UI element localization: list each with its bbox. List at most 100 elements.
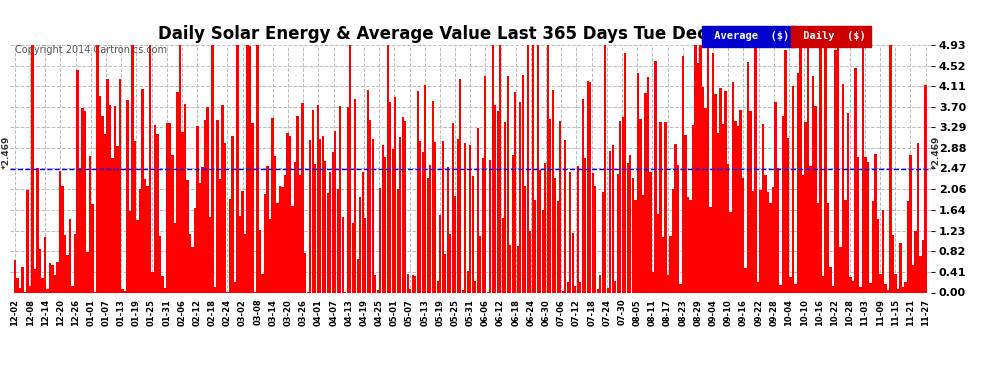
Bar xyxy=(905,282,907,292)
Bar xyxy=(419,141,422,292)
Bar xyxy=(29,286,31,292)
Bar xyxy=(58,171,61,292)
Bar xyxy=(89,156,91,292)
Bar xyxy=(379,188,381,292)
Bar xyxy=(299,175,301,292)
Bar xyxy=(456,139,459,292)
Bar xyxy=(507,76,509,292)
Bar xyxy=(164,288,166,292)
Bar xyxy=(142,89,144,292)
Bar xyxy=(212,45,214,292)
Bar xyxy=(594,186,596,292)
Bar xyxy=(342,217,344,292)
Bar xyxy=(722,124,724,292)
Bar xyxy=(376,290,379,292)
Bar xyxy=(99,96,101,292)
Bar xyxy=(887,290,889,292)
Bar xyxy=(111,158,114,292)
Bar xyxy=(281,187,284,292)
Bar xyxy=(822,276,824,292)
Bar xyxy=(407,274,409,292)
Bar xyxy=(817,204,819,292)
Bar xyxy=(571,233,574,292)
Text: Daily  ($): Daily ($) xyxy=(797,31,865,41)
Bar xyxy=(39,249,41,292)
Bar xyxy=(53,275,56,292)
Bar xyxy=(530,231,532,292)
Bar xyxy=(69,219,71,292)
Bar xyxy=(332,152,334,292)
Bar xyxy=(437,281,439,292)
Bar xyxy=(49,263,51,292)
Bar xyxy=(44,237,47,292)
Bar xyxy=(792,86,794,292)
Bar xyxy=(361,172,363,292)
Bar xyxy=(47,289,49,292)
Bar xyxy=(614,282,617,292)
Bar xyxy=(797,73,799,292)
Bar xyxy=(207,107,209,292)
Bar xyxy=(672,189,674,292)
Bar xyxy=(104,134,106,292)
Bar xyxy=(166,123,168,292)
Bar xyxy=(264,195,266,292)
Bar xyxy=(366,90,369,292)
Bar xyxy=(259,230,261,292)
Bar xyxy=(867,162,869,292)
Bar xyxy=(517,246,519,292)
Bar xyxy=(234,282,237,292)
Bar xyxy=(237,45,239,292)
Bar xyxy=(762,124,764,292)
Bar xyxy=(86,252,88,292)
Bar xyxy=(872,201,874,292)
Bar xyxy=(725,91,727,292)
Bar xyxy=(622,117,624,292)
Bar xyxy=(579,282,581,292)
Bar xyxy=(535,200,537,292)
Bar xyxy=(704,108,707,292)
Bar xyxy=(334,131,337,292)
Bar xyxy=(742,178,744,292)
Text: Copyright 2014 Cartronics.com: Copyright 2014 Cartronics.com xyxy=(15,45,167,55)
Bar xyxy=(364,218,366,292)
Bar xyxy=(754,45,756,292)
Bar xyxy=(527,45,529,292)
Bar xyxy=(632,178,634,292)
Bar xyxy=(386,45,389,292)
Bar xyxy=(351,223,353,292)
Bar xyxy=(196,126,199,292)
Bar xyxy=(63,235,66,292)
Bar xyxy=(509,245,512,292)
Bar xyxy=(337,189,339,292)
Bar xyxy=(667,275,669,292)
Bar xyxy=(158,236,161,292)
Bar xyxy=(544,163,546,292)
Bar xyxy=(735,122,737,292)
Bar xyxy=(894,274,897,292)
Bar xyxy=(404,121,406,292)
Bar xyxy=(644,93,646,292)
Bar xyxy=(769,202,771,292)
Bar xyxy=(646,77,649,292)
Bar xyxy=(702,87,704,292)
Bar xyxy=(224,142,226,292)
Bar xyxy=(476,128,479,292)
Bar xyxy=(217,120,219,292)
Bar xyxy=(481,158,484,292)
Bar xyxy=(651,272,654,292)
Bar xyxy=(782,116,784,292)
Bar xyxy=(740,110,742,292)
Bar xyxy=(561,291,564,292)
Bar xyxy=(827,203,830,292)
Bar xyxy=(537,45,539,292)
Bar xyxy=(34,268,36,292)
Bar xyxy=(184,104,186,292)
Bar xyxy=(144,179,147,292)
Bar xyxy=(414,276,417,292)
Bar xyxy=(219,179,221,292)
Bar xyxy=(649,172,651,292)
Bar xyxy=(71,286,73,292)
Bar xyxy=(459,79,461,292)
Bar xyxy=(619,121,622,292)
Bar xyxy=(859,286,861,292)
